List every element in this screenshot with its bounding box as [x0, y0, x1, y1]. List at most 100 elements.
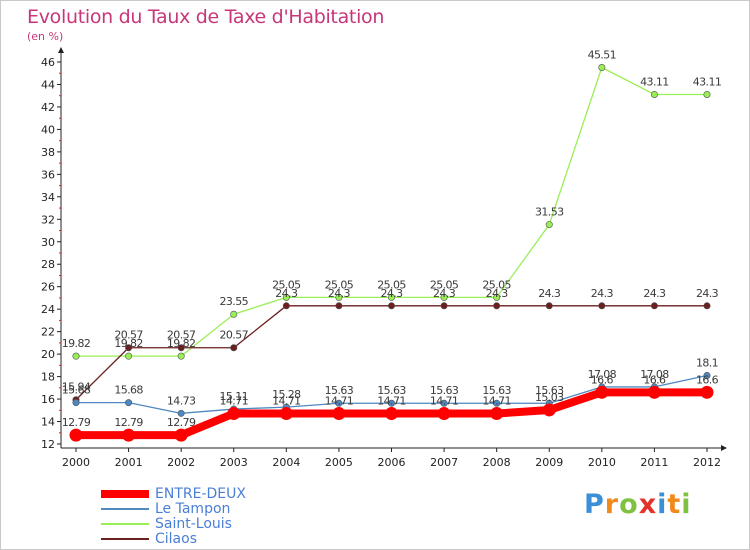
y-tick-label: 42 — [41, 101, 55, 114]
x-tick-label: 2003 — [220, 456, 248, 469]
data-label: 23.55 — [220, 295, 249, 308]
y-tick-label: 14 — [41, 416, 55, 429]
data-point — [125, 352, 133, 360]
chart-subtitle: (en %) — [27, 30, 64, 43]
data-label: 16.6 — [696, 373, 719, 386]
axes: 12 14 16 18 20 22 24 26 28 30 32 34 36 38 40 42 44 46 2000… — [41, 47, 727, 469]
logo-letter: i — [657, 489, 668, 520]
data-label: 25.05 — [482, 278, 511, 291]
data-point — [650, 302, 658, 310]
data-point — [598, 302, 606, 310]
logo-letter: o — [619, 489, 639, 520]
y-tick-label: 26 — [41, 281, 55, 294]
data-point — [279, 407, 293, 421]
proxiti-logo: Proxiti — [584, 489, 692, 520]
legend-label: Saint-Louis — [155, 516, 232, 532]
data-point — [437, 407, 451, 421]
x-tick-label: 2008 — [483, 456, 511, 469]
x-tick-label: 2011 — [640, 456, 668, 469]
y-tick-label: 32 — [41, 213, 55, 226]
data-point — [282, 302, 290, 310]
data-label: 14.73 — [167, 394, 196, 407]
data-point — [647, 385, 661, 399]
series-saint-louis — [72, 64, 711, 360]
data-point — [545, 302, 553, 310]
data-label: 15.63 — [535, 384, 564, 397]
data-label: 15.28 — [272, 388, 301, 401]
series-line — [75, 66, 708, 357]
y-tick-label: 30 — [41, 236, 55, 249]
data-label: 43.11 — [640, 75, 669, 88]
logo-letter: x — [638, 489, 658, 520]
data-point — [125, 399, 133, 407]
data-label: 14.71 — [272, 395, 301, 408]
data-point — [335, 302, 343, 310]
data-point — [440, 302, 448, 310]
data-point — [174, 428, 188, 442]
data-point — [177, 352, 185, 360]
data-label: 14.71 — [430, 395, 459, 408]
data-label: 25.05 — [430, 278, 459, 291]
data-label: 45.51 — [588, 49, 617, 62]
data-point — [122, 428, 136, 442]
data-point — [595, 385, 609, 399]
data-point — [703, 302, 711, 310]
y-tick-label: 16 — [41, 393, 55, 406]
logo-letter: i — [681, 489, 692, 520]
data-label: 15.63 — [325, 384, 354, 397]
y-tick-label: 20 — [41, 348, 55, 361]
legend-label: Le Tampon — [155, 501, 231, 517]
data-point — [72, 352, 80, 360]
data-labels-layer: 12.79 12.79 12.79 14.71 14.71 14.71 14.71 14.71… — [62, 49, 722, 430]
data-label: 14.71 — [325, 395, 354, 408]
x-tick-label: 2007 — [430, 456, 458, 469]
data-point — [387, 293, 395, 301]
legend-label: Cilaos — [155, 531, 197, 547]
x-tick-label: 2005 — [325, 456, 353, 469]
logo-letter: r — [604, 489, 620, 520]
data-point — [700, 385, 714, 399]
legend-label: ENTRE-DEUX — [155, 486, 246, 502]
data-point — [598, 64, 606, 72]
data-point — [703, 90, 711, 98]
y-tick-label: 44 — [41, 78, 55, 91]
y-tick-label: 36 — [41, 168, 55, 181]
data-point — [440, 293, 448, 301]
data-point — [387, 302, 395, 310]
data-label: 24.3 — [328, 287, 351, 300]
data-label: 16.6 — [591, 373, 614, 386]
data-point — [650, 90, 658, 98]
data-point — [493, 399, 501, 407]
y-tick-label: 12 — [41, 438, 55, 451]
data-label: 25.05 — [325, 278, 354, 291]
x-tick-label: 2002 — [167, 456, 195, 469]
data-label: 15.68 — [62, 384, 91, 397]
data-point — [125, 344, 133, 352]
data-label: 12.79 — [114, 416, 143, 429]
y-tick-label: 34 — [41, 191, 55, 204]
data-label: 12.79 — [167, 416, 196, 429]
x-axis-arrow — [721, 445, 727, 451]
data-point — [177, 344, 185, 352]
data-point — [69, 428, 83, 442]
x-tick-label: 2001 — [115, 456, 143, 469]
data-label: 19.82 — [114, 337, 143, 350]
y-tick-label: 24 — [41, 303, 55, 316]
legend-swatch — [101, 523, 149, 525]
data-point — [387, 399, 395, 407]
data-point — [230, 310, 238, 318]
data-label: 15.63 — [377, 384, 406, 397]
data-point — [493, 293, 501, 301]
series-layer — [69, 64, 714, 442]
data-point — [545, 221, 553, 229]
data-label: 25.05 — [377, 278, 406, 291]
data-label: 17.08 — [640, 368, 669, 381]
data-label: 14.71 — [377, 395, 406, 408]
y-tick-label: 18 — [41, 371, 55, 384]
data-label: 24.3 — [275, 287, 298, 300]
data-label: 14.71 — [482, 395, 511, 408]
data-label: 20.57 — [114, 329, 143, 342]
data-label: 15.63 — [482, 384, 511, 397]
legend-swatch — [101, 508, 149, 510]
x-tick-label: 2000 — [62, 456, 90, 469]
